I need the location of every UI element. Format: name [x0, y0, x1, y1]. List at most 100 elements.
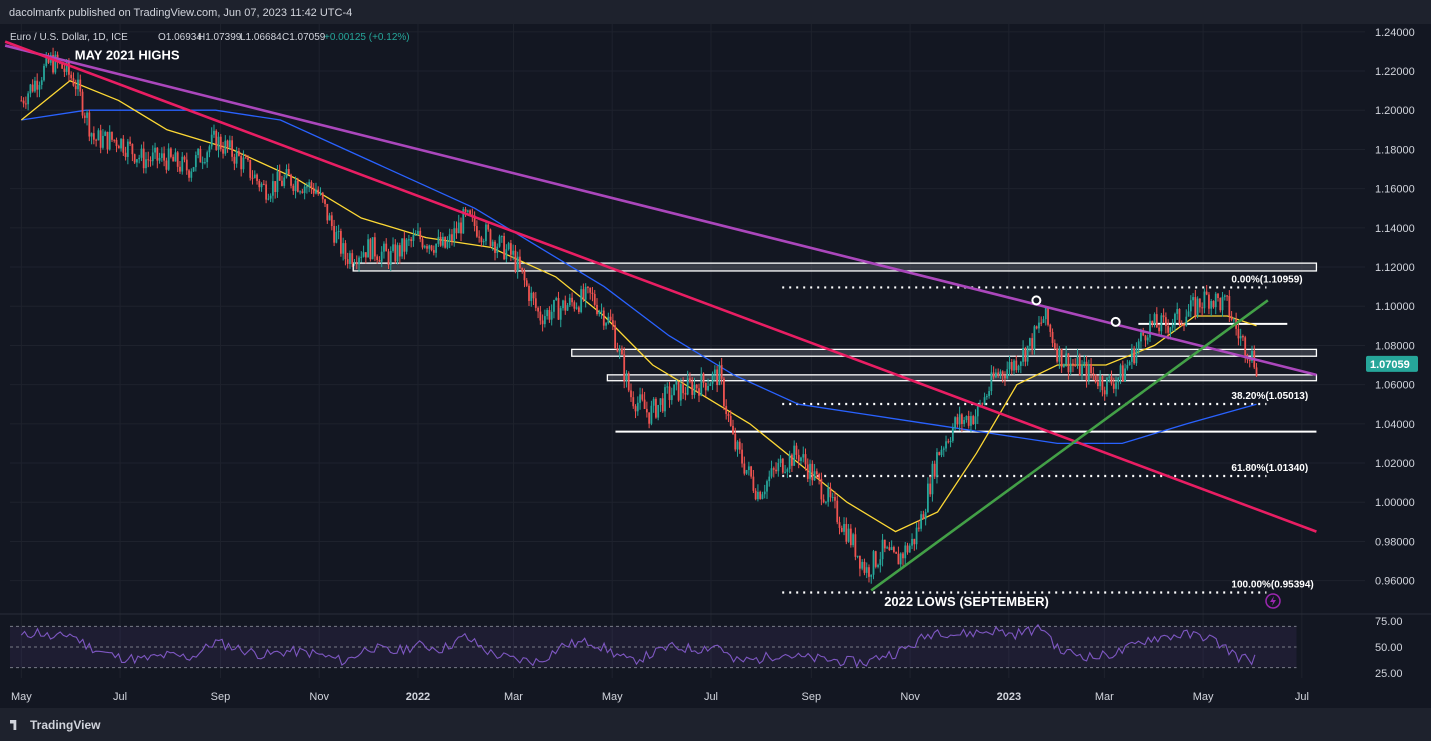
candle-body: [614, 325, 617, 349]
candle-body: [1083, 361, 1086, 365]
candle-body: [713, 369, 716, 374]
candle-body: [883, 539, 886, 549]
candle-body: [131, 143, 134, 155]
candle-body: [1210, 301, 1213, 309]
candle-body: [818, 474, 821, 479]
candle-body: [1167, 326, 1170, 333]
candle-body: [224, 140, 227, 154]
candle-body: [106, 131, 109, 150]
candle-body: [877, 564, 879, 567]
time-tick-label: Nov: [900, 691, 920, 703]
candle-body: [736, 441, 739, 450]
candle-body: [40, 80, 43, 85]
legend-open: O1.06934: [158, 32, 202, 43]
candle-body: [208, 146, 211, 153]
candle-body: [546, 310, 549, 317]
candle-body: [1248, 359, 1251, 362]
candle-body: [1006, 369, 1009, 379]
candle-body: [1180, 323, 1183, 325]
candle-body: [287, 169, 290, 175]
candle-body: [371, 237, 374, 260]
legend-high: H1.07399: [198, 32, 242, 43]
candle-body: [213, 130, 215, 135]
candle-body: [63, 68, 66, 72]
time-axis[interactable]: May Jul Sep Nov 2022 Mar May Jul Sep Nov 2023 Mar Ma…: [11, 691, 1309, 703]
candle-body: [65, 61, 68, 72]
candle-body: [79, 79, 82, 92]
candle-body: [838, 522, 841, 528]
candle-body: [917, 527, 920, 529]
candle-body: [643, 399, 646, 409]
candle-body: [970, 416, 972, 426]
price-axis[interactable]: 1.24000 1.22000 1.20000 1.18000 1.16000 1.140…: [1366, 27, 1418, 680]
candle-body: [650, 405, 653, 424]
candle-body: [607, 316, 610, 324]
candle-body: [272, 181, 274, 196]
candle-body: [446, 241, 449, 248]
candle-body: [997, 372, 1000, 375]
candle-body: [825, 501, 827, 503]
candle-body: [732, 425, 734, 434]
candle-body: [849, 528, 852, 546]
candle-body: [729, 416, 732, 426]
candle-body: [861, 561, 864, 569]
candle-body: [575, 307, 578, 309]
candle-body: [235, 150, 238, 164]
candle-body: [564, 300, 567, 311]
candle-body: [960, 414, 963, 425]
candle-body: [627, 373, 630, 391]
candle-body: [897, 553, 900, 565]
candle-body: [265, 184, 268, 200]
candle-body: [1171, 324, 1174, 328]
candle-body: [988, 391, 990, 397]
candle-body: [129, 141, 132, 144]
candle-body: [924, 512, 927, 520]
price-chart[interactable]: 0.00%(1.10959) 38.20%(1.05013) 61.80%(1.01…: [0, 24, 1431, 708]
candle-body: [247, 157, 249, 160]
candle-body: [741, 449, 743, 464]
candle-body: [1001, 371, 1004, 376]
candle-body: [521, 267, 524, 272]
candle-body: [777, 463, 780, 472]
candle-body: [571, 297, 573, 303]
candle-body: [854, 534, 857, 557]
candle-body: [36, 80, 39, 90]
time-tick-label: Mar: [1095, 691, 1114, 703]
candle-body: [503, 236, 505, 260]
candle-body: [276, 171, 279, 193]
candle-body: [1015, 360, 1018, 371]
tradingview-logo[interactable]: TradingView: [10, 718, 100, 732]
candle-body: [54, 54, 57, 73]
candle-body: [238, 150, 240, 156]
candle-body: [117, 145, 120, 149]
candle-body: [292, 185, 295, 191]
candle-body: [1226, 295, 1228, 297]
last-price-label: 1.07059: [1370, 359, 1410, 371]
candle-body: [1214, 293, 1217, 308]
candle-body: [927, 483, 929, 513]
candle-body: [1135, 348, 1138, 364]
candle-body: [240, 155, 243, 170]
candle-body: [815, 471, 818, 475]
candle-body: [727, 413, 730, 417]
candle-body: [102, 135, 104, 148]
candle-body: [455, 228, 458, 234]
candle-body: [623, 354, 626, 382]
alert-lightning-icon[interactable]: [1265, 593, 1281, 609]
price-tick-label: 0.98000: [1375, 536, 1415, 548]
candle-body: [1221, 296, 1224, 311]
candle-body: [940, 449, 943, 456]
candle-body: [657, 404, 660, 418]
candle-body: [836, 500, 839, 523]
candle-body: [1203, 291, 1206, 309]
candle-body: [725, 406, 728, 414]
candle-body: [498, 236, 501, 247]
candle-body: [747, 466, 750, 470]
candle-body: [197, 148, 200, 156]
candle-body: [700, 373, 703, 396]
candle-body: [448, 234, 451, 242]
candle-body: [702, 373, 705, 383]
candle-body: [1044, 307, 1047, 320]
candle-body: [534, 298, 537, 308]
candle-body: [170, 148, 172, 157]
